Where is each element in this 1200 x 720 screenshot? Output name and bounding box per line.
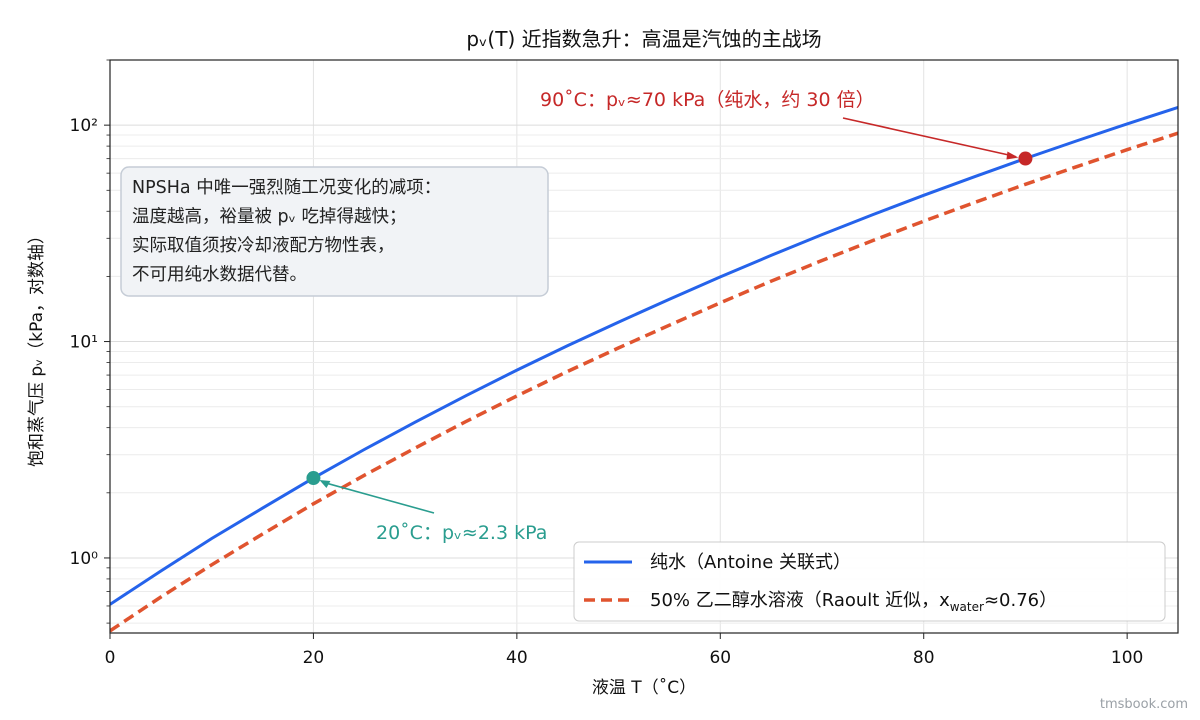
watermark: tmsbook.com [1099, 697, 1188, 712]
y-tick-label: 10⁰ [70, 549, 99, 569]
note-line-2: 温度越高，裕量被 pᵥ 吃掉得越快； [132, 207, 407, 227]
annotations: 20˚C：pᵥ≈2.3 kPa 90˚C：pᵥ≈70 kPa（纯水，约 30 倍） [306, 89, 1033, 544]
x-tick-label: 20 [303, 648, 325, 668]
annotation-label-90c: 90˚C：pᵥ≈70 kPa（纯水，约 30 倍） [540, 89, 875, 111]
series-group [110, 105, 1178, 633]
y-tick-label: 10² [70, 116, 98, 136]
note-box: NPSHa 中唯一强烈随工况变化的减项： 温度越高，裕量被 pᵥ 吃掉得越快； … [120, 166, 549, 297]
x-axis-ticks: 0 20 40 60 80 100 [105, 633, 1143, 668]
note-line-4: 不可用纯水数据代替。 [132, 265, 307, 285]
x-tick-label: 100 [1111, 648, 1143, 668]
annotation-arrow-20c [322, 481, 435, 514]
series-line-glycol [110, 131, 1178, 633]
marker-point-90c [1018, 151, 1033, 166]
note-line-3: 实际取值须按冷却液配方物性表， [132, 236, 395, 256]
x-tick-label: 60 [709, 648, 731, 668]
marker-point-20c [306, 471, 321, 486]
x-tick-label: 40 [506, 648, 528, 668]
series-line-water [110, 105, 1178, 606]
y-axis-label: 饱和蒸气压 pᵥ（kPa，对数轴） [27, 227, 47, 467]
x-tick-label: 0 [105, 648, 116, 668]
annotation-arrow-90c [842, 117, 1016, 158]
plot-frame [109, 59, 1179, 634]
legend-label-glycol: 50% 乙二醇水溶液（Raoult 近似，xwater≈0.76） [650, 590, 1057, 614]
legend-label-water: 纯水（Antoine 关联式） [650, 552, 851, 573]
plot-area [110, 60, 1178, 633]
annotation-arrowhead-90c [1006, 151, 1019, 160]
y-axis-ticks: 10⁰ 10¹ 10² [70, 59, 110, 624]
note-line-1: NPSHa 中唯一强烈随工况变化的减项： [132, 178, 441, 198]
y-tick-label: 10¹ [70, 333, 98, 353]
x-tick-label: 80 [913, 648, 935, 668]
chart-title: pᵥ(T) 近指数急升：高温是汽蚀的主战场 [466, 27, 821, 51]
annotation-label-20c: 20˚C：pᵥ≈2.3 kPa [376, 522, 547, 544]
x-axis-label: 液温 T（˚C） [592, 677, 696, 698]
legend: 纯水（Antoine 关联式） 50% 乙二醇水溶液（Raoult 近似，xwa… [573, 541, 1166, 622]
annotation-arrowhead-20c [319, 480, 331, 489]
